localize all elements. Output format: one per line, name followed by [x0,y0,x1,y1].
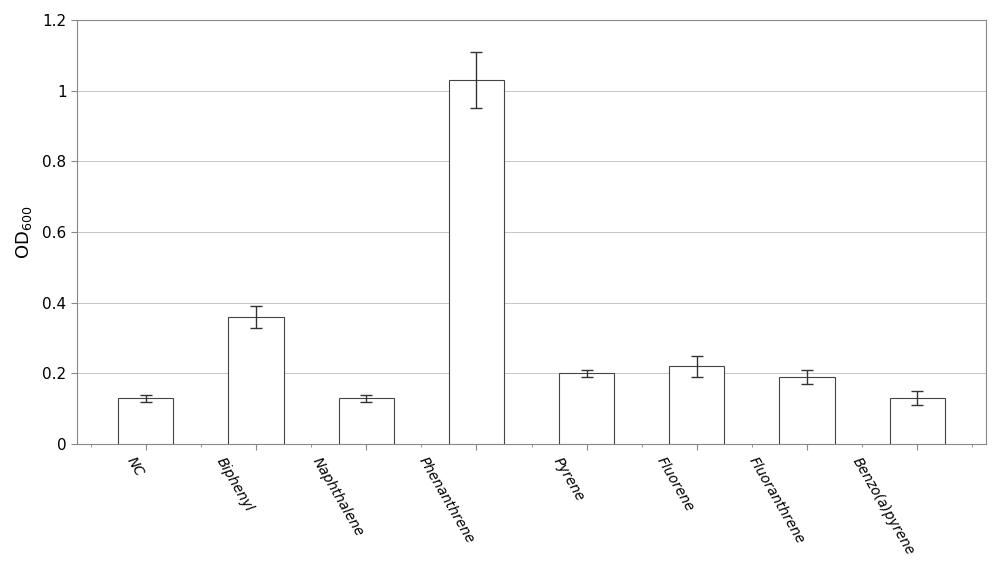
Bar [228,317,284,444]
Bar [890,398,945,444]
Bar [118,398,173,444]
Y-axis label: OD$_{600}$: OD$_{600}$ [14,206,34,259]
Bar [449,80,504,444]
Bar [779,377,835,444]
Bar [339,398,394,444]
Bar [559,373,614,444]
Bar [669,367,724,444]
